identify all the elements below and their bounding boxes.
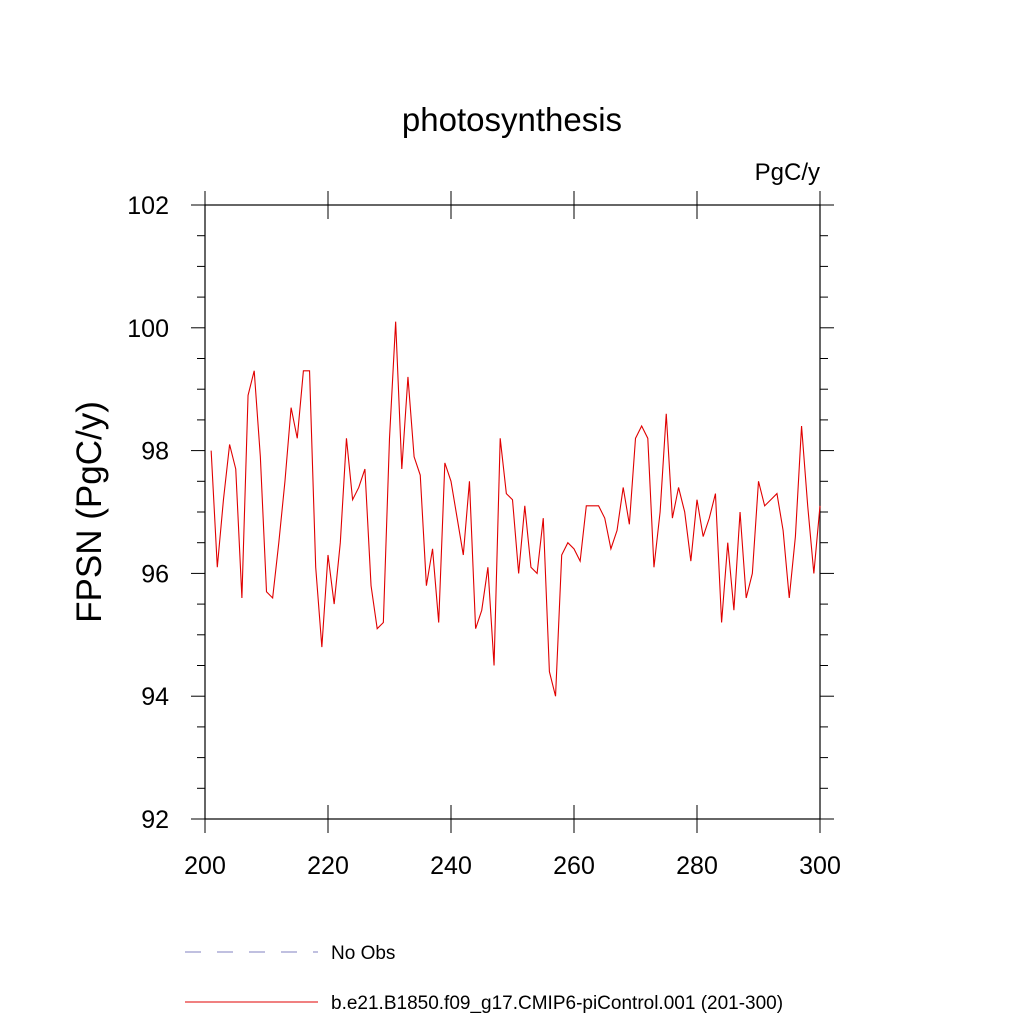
y-tick-label: 96 (141, 560, 169, 588)
y-tick-label: 102 (127, 192, 169, 220)
series-lines (210, 321, 821, 697)
x-tick-label: 280 (676, 852, 718, 880)
legend-label-2: b.e21.B1850.f09_g17.CMIP6-piControl.001 … (331, 993, 783, 1014)
legend-label-1: No Obs (331, 943, 395, 964)
legend: No Obs b.e21.B1850.f09_g17.CMIP6-piContro… (185, 943, 783, 1014)
y-tick-label: 100 (127, 315, 169, 343)
plot-area (204, 204, 821, 820)
x-tick-label: 260 (553, 852, 595, 880)
y-axis-label: FPSN (PgC/y) (70, 401, 109, 623)
x-tick-label: 220 (307, 852, 349, 880)
y-tick-label: 92 (141, 806, 169, 834)
chart-title: photosynthesis (402, 101, 622, 138)
x-tick-label: 240 (430, 852, 472, 880)
y-tick-label: 94 (141, 683, 169, 711)
axis-tick-labels: 92 94 96 98 100 102 200 220 240 260 280 300 (127, 192, 841, 880)
units-label: PgC/y (755, 159, 820, 186)
x-tick-label: 300 (799, 852, 841, 880)
plot-frame (204, 204, 821, 820)
y-tick-label: 98 (141, 438, 169, 466)
axis-ticks (191, 191, 834, 833)
series-line-2 (210, 321, 821, 697)
x-tick-label: 200 (184, 852, 226, 880)
